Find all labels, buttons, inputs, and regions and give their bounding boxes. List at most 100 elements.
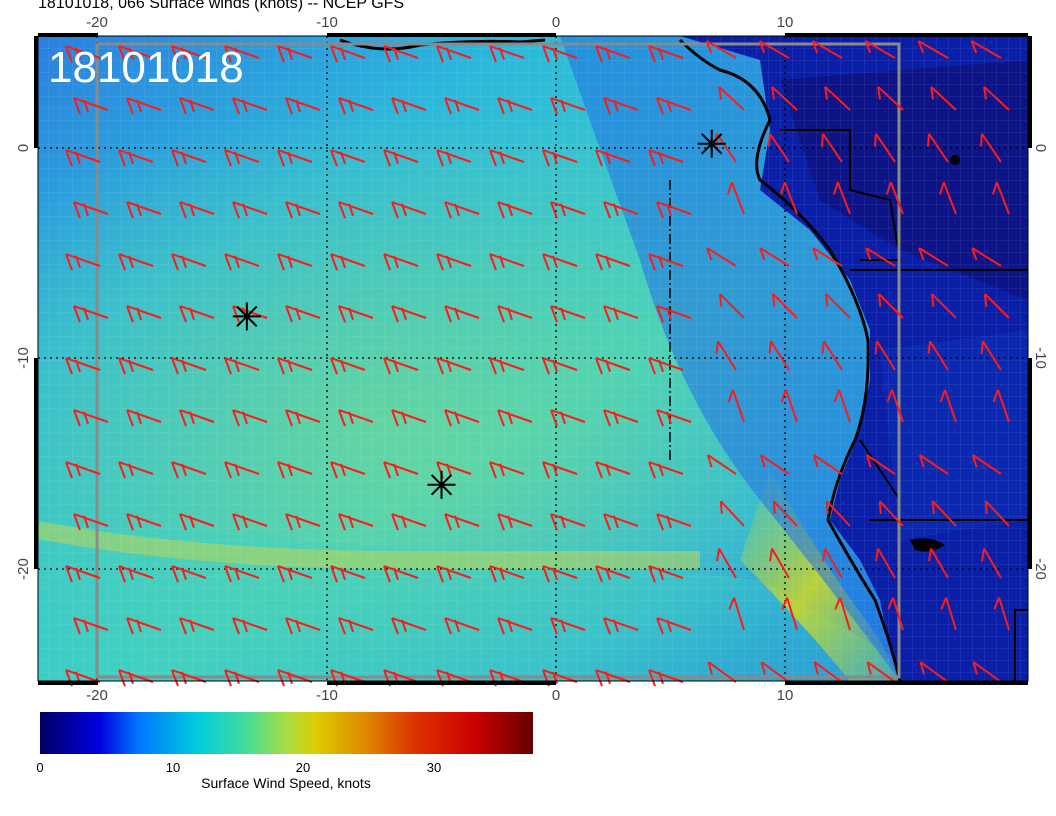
wind-barb — [444, 409, 480, 427]
wind-barb — [707, 661, 737, 683]
map-frame — [34, 33, 1032, 685]
wind-barb — [759, 454, 790, 475]
wind-barb — [824, 86, 851, 111]
wind-barb — [656, 305, 692, 323]
wind-barb — [813, 661, 843, 683]
wind-barb — [277, 357, 313, 375]
wind-barb — [648, 149, 684, 167]
wind-barb — [73, 617, 109, 635]
wind-barb — [812, 454, 843, 475]
lat-tick: 0 — [1032, 144, 1049, 152]
wind-barb — [981, 548, 1002, 579]
wind-barb — [179, 97, 215, 115]
wind-barb — [656, 97, 692, 115]
wind-barb — [917, 40, 949, 59]
wind-barb — [603, 201, 639, 219]
wind-barb — [330, 253, 366, 271]
wind-barb — [971, 247, 1002, 267]
wind-barb — [383, 253, 419, 271]
lon-ticks-bottom: -20 -10 0 10 — [86, 687, 793, 704]
wind-barb — [885, 181, 904, 215]
wind-barb — [118, 565, 154, 583]
wind-barb — [232, 513, 268, 531]
wind-barb — [65, 45, 101, 63]
wind-barb — [489, 565, 525, 583]
wind-barb — [648, 669, 684, 687]
wind-speed-colorbar — [40, 712, 533, 754]
wind-barb — [716, 548, 737, 579]
wind-barb — [866, 661, 896, 683]
wind-barb — [391, 97, 427, 115]
wind-barb — [928, 548, 949, 579]
storm-markers — [232, 129, 726, 499]
wind-barb — [971, 454, 1002, 475]
wind-barb — [118, 357, 154, 375]
wind-barb — [824, 293, 851, 319]
wind-barb — [825, 500, 851, 527]
wind-barb — [821, 340, 843, 371]
wind-barb — [873, 133, 896, 163]
wind-barb — [285, 513, 321, 531]
wind-barb — [771, 293, 798, 319]
wind-barb — [179, 617, 215, 635]
wind-barb — [65, 149, 101, 167]
wind-barb — [887, 597, 904, 631]
wind-barb — [232, 617, 268, 635]
wind-barb — [436, 45, 472, 63]
colorbar-tick: 0 — [36, 760, 44, 775]
wind-barb — [926, 133, 949, 163]
wind-barb — [73, 201, 109, 219]
wind-barb — [550, 305, 586, 323]
wind-barb — [224, 253, 260, 271]
lat-tick: -10 — [1032, 347, 1049, 369]
wind-barb — [706, 454, 737, 475]
wind-barb — [444, 617, 480, 635]
lat-ticks-left: 0 -10 -20 — [15, 144, 32, 580]
lon-tick: -20 — [86, 14, 108, 31]
wind-barb — [224, 565, 260, 583]
wind-barb — [179, 201, 215, 219]
wind-barb — [833, 389, 851, 423]
wind-barb — [656, 617, 692, 635]
wind-barb — [918, 454, 949, 475]
wind-barb — [705, 40, 737, 59]
wind-barb — [603, 617, 639, 635]
wind-barb — [65, 565, 101, 583]
wind-barb — [179, 513, 215, 531]
wind-barb — [383, 45, 419, 63]
wind-barb — [931, 500, 957, 527]
wind-barb — [820, 133, 843, 163]
wind-barb — [444, 201, 480, 219]
wind-barb — [970, 40, 1002, 59]
wind-barb — [811, 40, 843, 59]
wind-barb — [758, 40, 790, 59]
wind-barb — [338, 409, 374, 427]
wind-barb — [277, 461, 313, 479]
wind-barb — [118, 149, 154, 167]
date-stamp: 18101018 — [48, 43, 244, 92]
wind-barb — [171, 357, 207, 375]
wind-barb — [391, 305, 427, 323]
wind-barb — [771, 86, 798, 111]
wind-barbs — [65, 40, 1010, 687]
wind-barb — [768, 340, 790, 371]
wind-barb — [126, 617, 162, 635]
wind-barb — [338, 513, 374, 531]
wind-barb — [991, 181, 1010, 215]
wind-barb — [865, 247, 896, 267]
wind-barb — [118, 253, 154, 271]
lon-tick: 0 — [552, 14, 560, 31]
wind-barb — [603, 97, 639, 115]
wind-barb — [648, 253, 684, 271]
storm-marker-icon — [232, 302, 261, 331]
wind-barb — [118, 45, 154, 63]
wind-barb — [715, 340, 737, 371]
wind-barb — [224, 149, 260, 167]
wind-barb — [812, 247, 843, 267]
wind-barb — [171, 669, 207, 687]
wind-barb — [383, 357, 419, 375]
wind-barb — [232, 409, 268, 427]
wind-barb — [338, 305, 374, 323]
wind-barb — [118, 669, 154, 687]
